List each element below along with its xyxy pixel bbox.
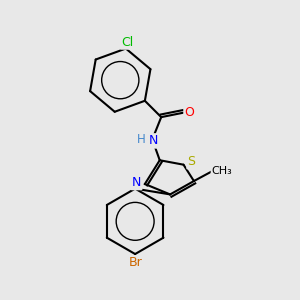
Text: S: S <box>188 155 196 168</box>
Text: Br: Br <box>128 256 142 269</box>
Text: CH₃: CH₃ <box>212 166 232 176</box>
Text: Cl: Cl <box>121 35 134 49</box>
Text: N: N <box>132 176 141 189</box>
Text: H: H <box>136 133 146 146</box>
Text: N: N <box>149 134 158 147</box>
Text: O: O <box>184 106 194 119</box>
